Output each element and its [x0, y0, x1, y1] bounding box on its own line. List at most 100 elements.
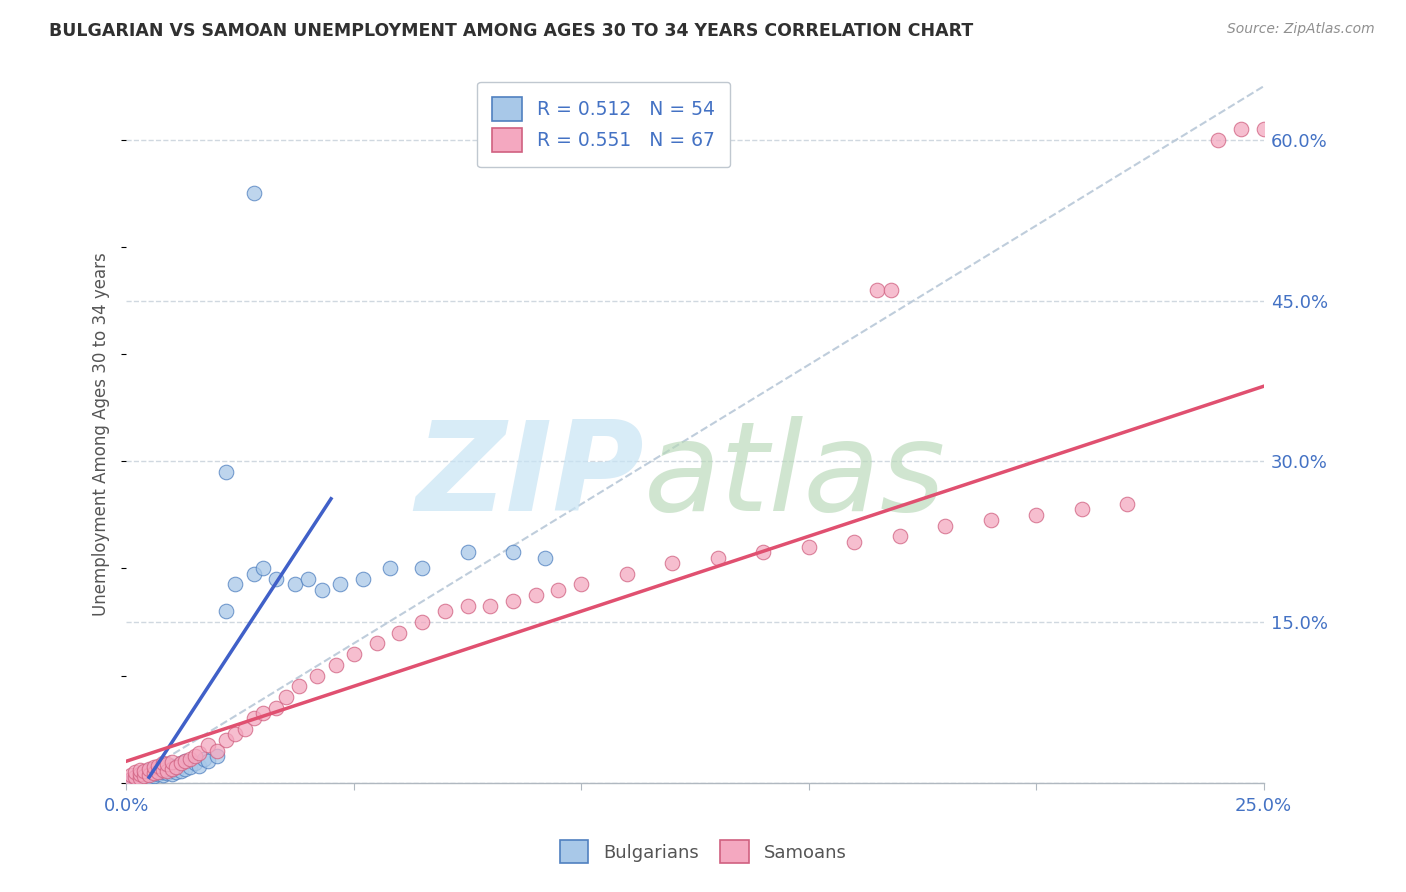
- Text: atlas: atlas: [644, 416, 946, 537]
- Point: [411, 615, 433, 629]
- Point: [138, 767, 160, 781]
- Point: [502, 593, 524, 607]
- Point: [797, 540, 820, 554]
- Point: [252, 561, 274, 575]
- Point: [156, 766, 179, 780]
- Point: [129, 769, 152, 783]
- Point: [352, 572, 374, 586]
- Point: [183, 756, 205, 771]
- Point: [524, 588, 547, 602]
- Point: [479, 599, 502, 613]
- Point: [706, 550, 728, 565]
- Text: BULGARIAN VS SAMOAN UNEMPLOYMENT AMONG AGES 30 TO 34 YEARS CORRELATION CHART: BULGARIAN VS SAMOAN UNEMPLOYMENT AMONG A…: [49, 22, 973, 40]
- Point: [1206, 133, 1229, 147]
- Point: [142, 766, 165, 780]
- Point: [174, 754, 197, 768]
- Point: [188, 758, 211, 772]
- Point: [120, 772, 142, 787]
- Point: [215, 465, 238, 479]
- Point: [174, 762, 197, 776]
- Point: [129, 772, 152, 786]
- Point: [274, 690, 297, 704]
- Legend: Bulgarians, Samoans: Bulgarians, Samoans: [551, 831, 855, 872]
- Point: [142, 769, 165, 783]
- Point: [233, 722, 256, 736]
- Point: [215, 604, 238, 618]
- Point: [661, 556, 683, 570]
- Point: [207, 743, 229, 757]
- Point: [152, 768, 174, 782]
- Point: [129, 772, 152, 787]
- Point: [142, 762, 165, 776]
- Point: [152, 763, 174, 777]
- Point: [197, 738, 219, 752]
- Point: [502, 545, 524, 559]
- Point: [889, 529, 911, 543]
- Point: [183, 748, 205, 763]
- Point: [844, 534, 866, 549]
- Point: [879, 283, 901, 297]
- Text: Source: ZipAtlas.com: Source: ZipAtlas.com: [1227, 22, 1375, 37]
- Point: [197, 754, 219, 768]
- Point: [165, 759, 187, 773]
- Point: [170, 756, 193, 771]
- Point: [457, 599, 479, 613]
- Point: [343, 647, 366, 661]
- Legend: R = 0.512   N = 54, R = 0.551   N = 67: R = 0.512 N = 54, R = 0.551 N = 67: [478, 82, 731, 168]
- Point: [146, 764, 169, 778]
- Point: [160, 756, 183, 770]
- Point: [311, 582, 333, 597]
- Point: [866, 283, 889, 297]
- Point: [165, 759, 187, 773]
- Point: [252, 706, 274, 720]
- Point: [156, 762, 179, 776]
- Point: [934, 518, 956, 533]
- Point: [242, 711, 264, 725]
- Point: [152, 756, 174, 771]
- Point: [134, 764, 156, 779]
- Point: [138, 762, 160, 776]
- Point: [179, 752, 201, 766]
- Point: [120, 773, 142, 788]
- Point: [134, 772, 156, 786]
- Point: [266, 700, 288, 714]
- Point: [329, 577, 352, 591]
- Point: [120, 768, 142, 782]
- Point: [380, 561, 402, 575]
- Point: [138, 768, 160, 782]
- Point: [142, 759, 165, 773]
- Point: [752, 545, 775, 559]
- Point: [215, 732, 238, 747]
- Point: [146, 767, 169, 781]
- Point: [142, 766, 165, 780]
- Point: [266, 572, 288, 586]
- Text: ZIP: ZIP: [415, 416, 644, 537]
- Point: [980, 513, 1002, 527]
- Point: [288, 679, 311, 693]
- Point: [193, 752, 215, 766]
- Point: [160, 767, 183, 781]
- Point: [433, 604, 456, 618]
- Point: [124, 764, 146, 779]
- Point: [160, 763, 183, 777]
- Point: [134, 768, 156, 782]
- Point: [124, 770, 146, 784]
- Point: [129, 763, 152, 777]
- Point: [152, 759, 174, 773]
- Point: [224, 577, 246, 591]
- Point: [165, 764, 187, 779]
- Point: [307, 668, 329, 682]
- Y-axis label: Unemployment Among Ages 30 to 34 years: Unemployment Among Ages 30 to 34 years: [93, 252, 110, 616]
- Point: [242, 566, 264, 581]
- Point: [224, 727, 246, 741]
- Point: [411, 561, 433, 575]
- Point: [124, 770, 146, 784]
- Point: [134, 764, 156, 778]
- Point: [1116, 497, 1139, 511]
- Point: [207, 748, 229, 763]
- Point: [146, 758, 169, 772]
- Point: [160, 758, 183, 772]
- Point: [297, 572, 319, 586]
- Point: [174, 754, 197, 768]
- Point: [1253, 122, 1275, 136]
